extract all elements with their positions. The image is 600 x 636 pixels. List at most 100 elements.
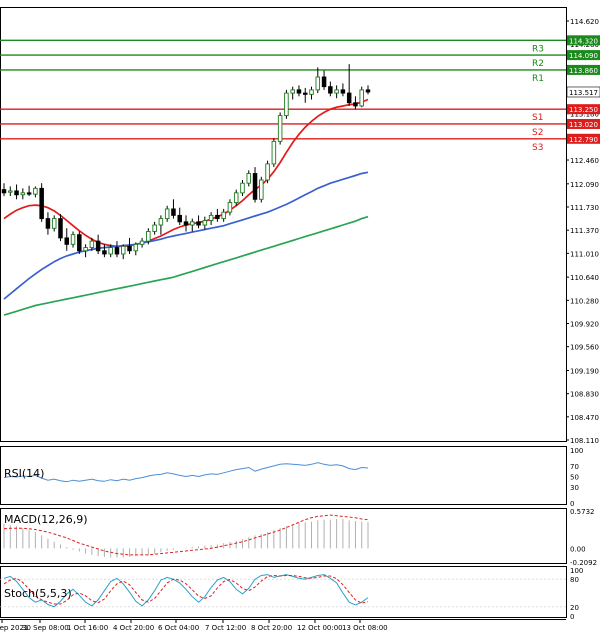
price-tick-label: 110.640 [570,274,599,282]
price-tick-label: 111.010 [570,250,599,258]
macd-title: MACD(12,26,9) [4,513,88,526]
candle-body [114,247,120,255]
stoch-k-line [3,574,369,608]
macd-signal-line [3,514,369,556]
candle-body [95,240,101,252]
level-name-s1: S1 [532,113,543,123]
candle-body [39,187,44,220]
candle-body [321,76,327,88]
candle-body [259,179,264,200]
level-value-s2: 113.020 [569,121,598,129]
level-value-s3: 112.790 [569,136,598,144]
candle-body [340,89,346,94]
candle-body [152,224,157,232]
price-tick-label: 111.730 [570,204,599,212]
price-tick-label: 111.370 [570,227,599,235]
candle-body [246,173,252,184]
candle-body [33,187,38,195]
x-tick-label: 7 Oct 12:00 [205,624,246,632]
stoch-d-line [3,574,369,605]
candle-body [51,218,57,229]
price-tick-label: 114.620 [570,18,599,26]
candle-body [334,89,339,94]
macd-tick-label: 0.5732 [570,508,595,516]
candle-body [58,218,63,239]
pivot-levels: R3 114.320 R2 114.090 R1 113.860 S1 113.250 S2 11… [0,35,600,153]
current-price-tag: 113.517 [566,86,600,98]
x-tick-label: 6 Oct 04:00 [158,624,199,632]
candle-body [89,240,95,249]
candle-body [302,92,308,95]
price-tick-label: 110.280 [570,297,599,305]
candle-body [26,192,32,195]
candle-body [133,243,139,252]
candle-body [108,247,113,255]
x-tick-label: 8 Oct 20:00 [251,624,292,632]
level-name-r2: R2 [532,59,544,69]
candle-body [208,214,214,221]
candle-body [296,89,302,94]
macd-signal-polyline [3,514,369,556]
candle-body [127,245,132,252]
rsi-y-axis: 100 70 50 30 0 [570,447,583,508]
rsi-pane-frame [0,446,567,505]
level-tag-s3 [567,133,600,144]
candle-body [146,231,151,242]
candle-body [353,102,358,107]
level-value-r3: 114.320 [569,37,598,45]
level-value-r2: 114.090 [569,52,598,60]
candle-body [284,92,289,117]
x-tick-label: 29 Sep 2021 [0,624,28,632]
stoch-title: Stoch(5,5,3) [4,587,72,600]
x-tick-label: 1 Oct 16:00 [67,624,108,632]
candle-body [139,240,145,245]
level-tag-s1 [567,104,600,115]
price-pane-frame [0,7,567,442]
price-tick-label: 109.920 [570,321,599,329]
x-tick-label: 13 Oct 08:00 [342,624,388,632]
stoch-series [0,574,566,608]
macd-tick-label: -0.2092 [570,559,597,567]
candle-body [102,250,107,255]
candle-body [359,89,364,107]
x-tick-label: 12 Oct 00:00 [297,624,343,632]
candle-body [240,182,245,194]
stoch-tick-label: 0 [570,613,574,621]
level-tag-r3 [567,35,600,46]
candle-body [365,89,371,93]
candle-body [70,234,76,245]
candle-body [196,221,201,226]
candle-body [221,211,226,220]
current-price-label: 113.517 [569,89,598,97]
stoch-tick-label: 20 [570,604,579,612]
candle-body [158,218,164,226]
rsi-tick-label: 30 [570,484,579,492]
rsi-series [3,462,369,483]
stoch-tick-label: 100 [570,567,583,575]
level-name-r1: R1 [532,74,544,84]
candle-body [190,221,195,226]
candle-body [346,92,352,104]
candle-body [290,89,295,94]
level-name-s3: S3 [532,143,543,153]
current-price-box [566,86,600,98]
rsi-tick-label: 100 [570,447,583,455]
macd-histogram [3,519,369,558]
level-value-r1: 113.860 [569,67,598,75]
price-tick-label: 108.110 [570,437,599,445]
macd-y-axis: 0.5732 0.00 -0.2092 [570,508,597,567]
candle-body [202,220,208,226]
rsi-pane: 100 70 50 30 0 RSI(14) [0,446,583,508]
rsi-line [3,462,369,483]
x-tick-label: 30 Sep 08:00 [22,624,69,632]
candle-body [309,89,314,95]
price-pane: 114.620114.260113.890113.530113.180112.8… [0,7,600,445]
price-tick-label: 108.470 [570,414,599,422]
candle-body [83,247,88,252]
price-tick-label: 112.460 [570,157,599,165]
ma-line-slow [3,215,369,316]
macd-pane-frame [0,508,567,564]
price-tick-label: 113.180 [570,111,599,119]
candle-body [1,189,7,194]
